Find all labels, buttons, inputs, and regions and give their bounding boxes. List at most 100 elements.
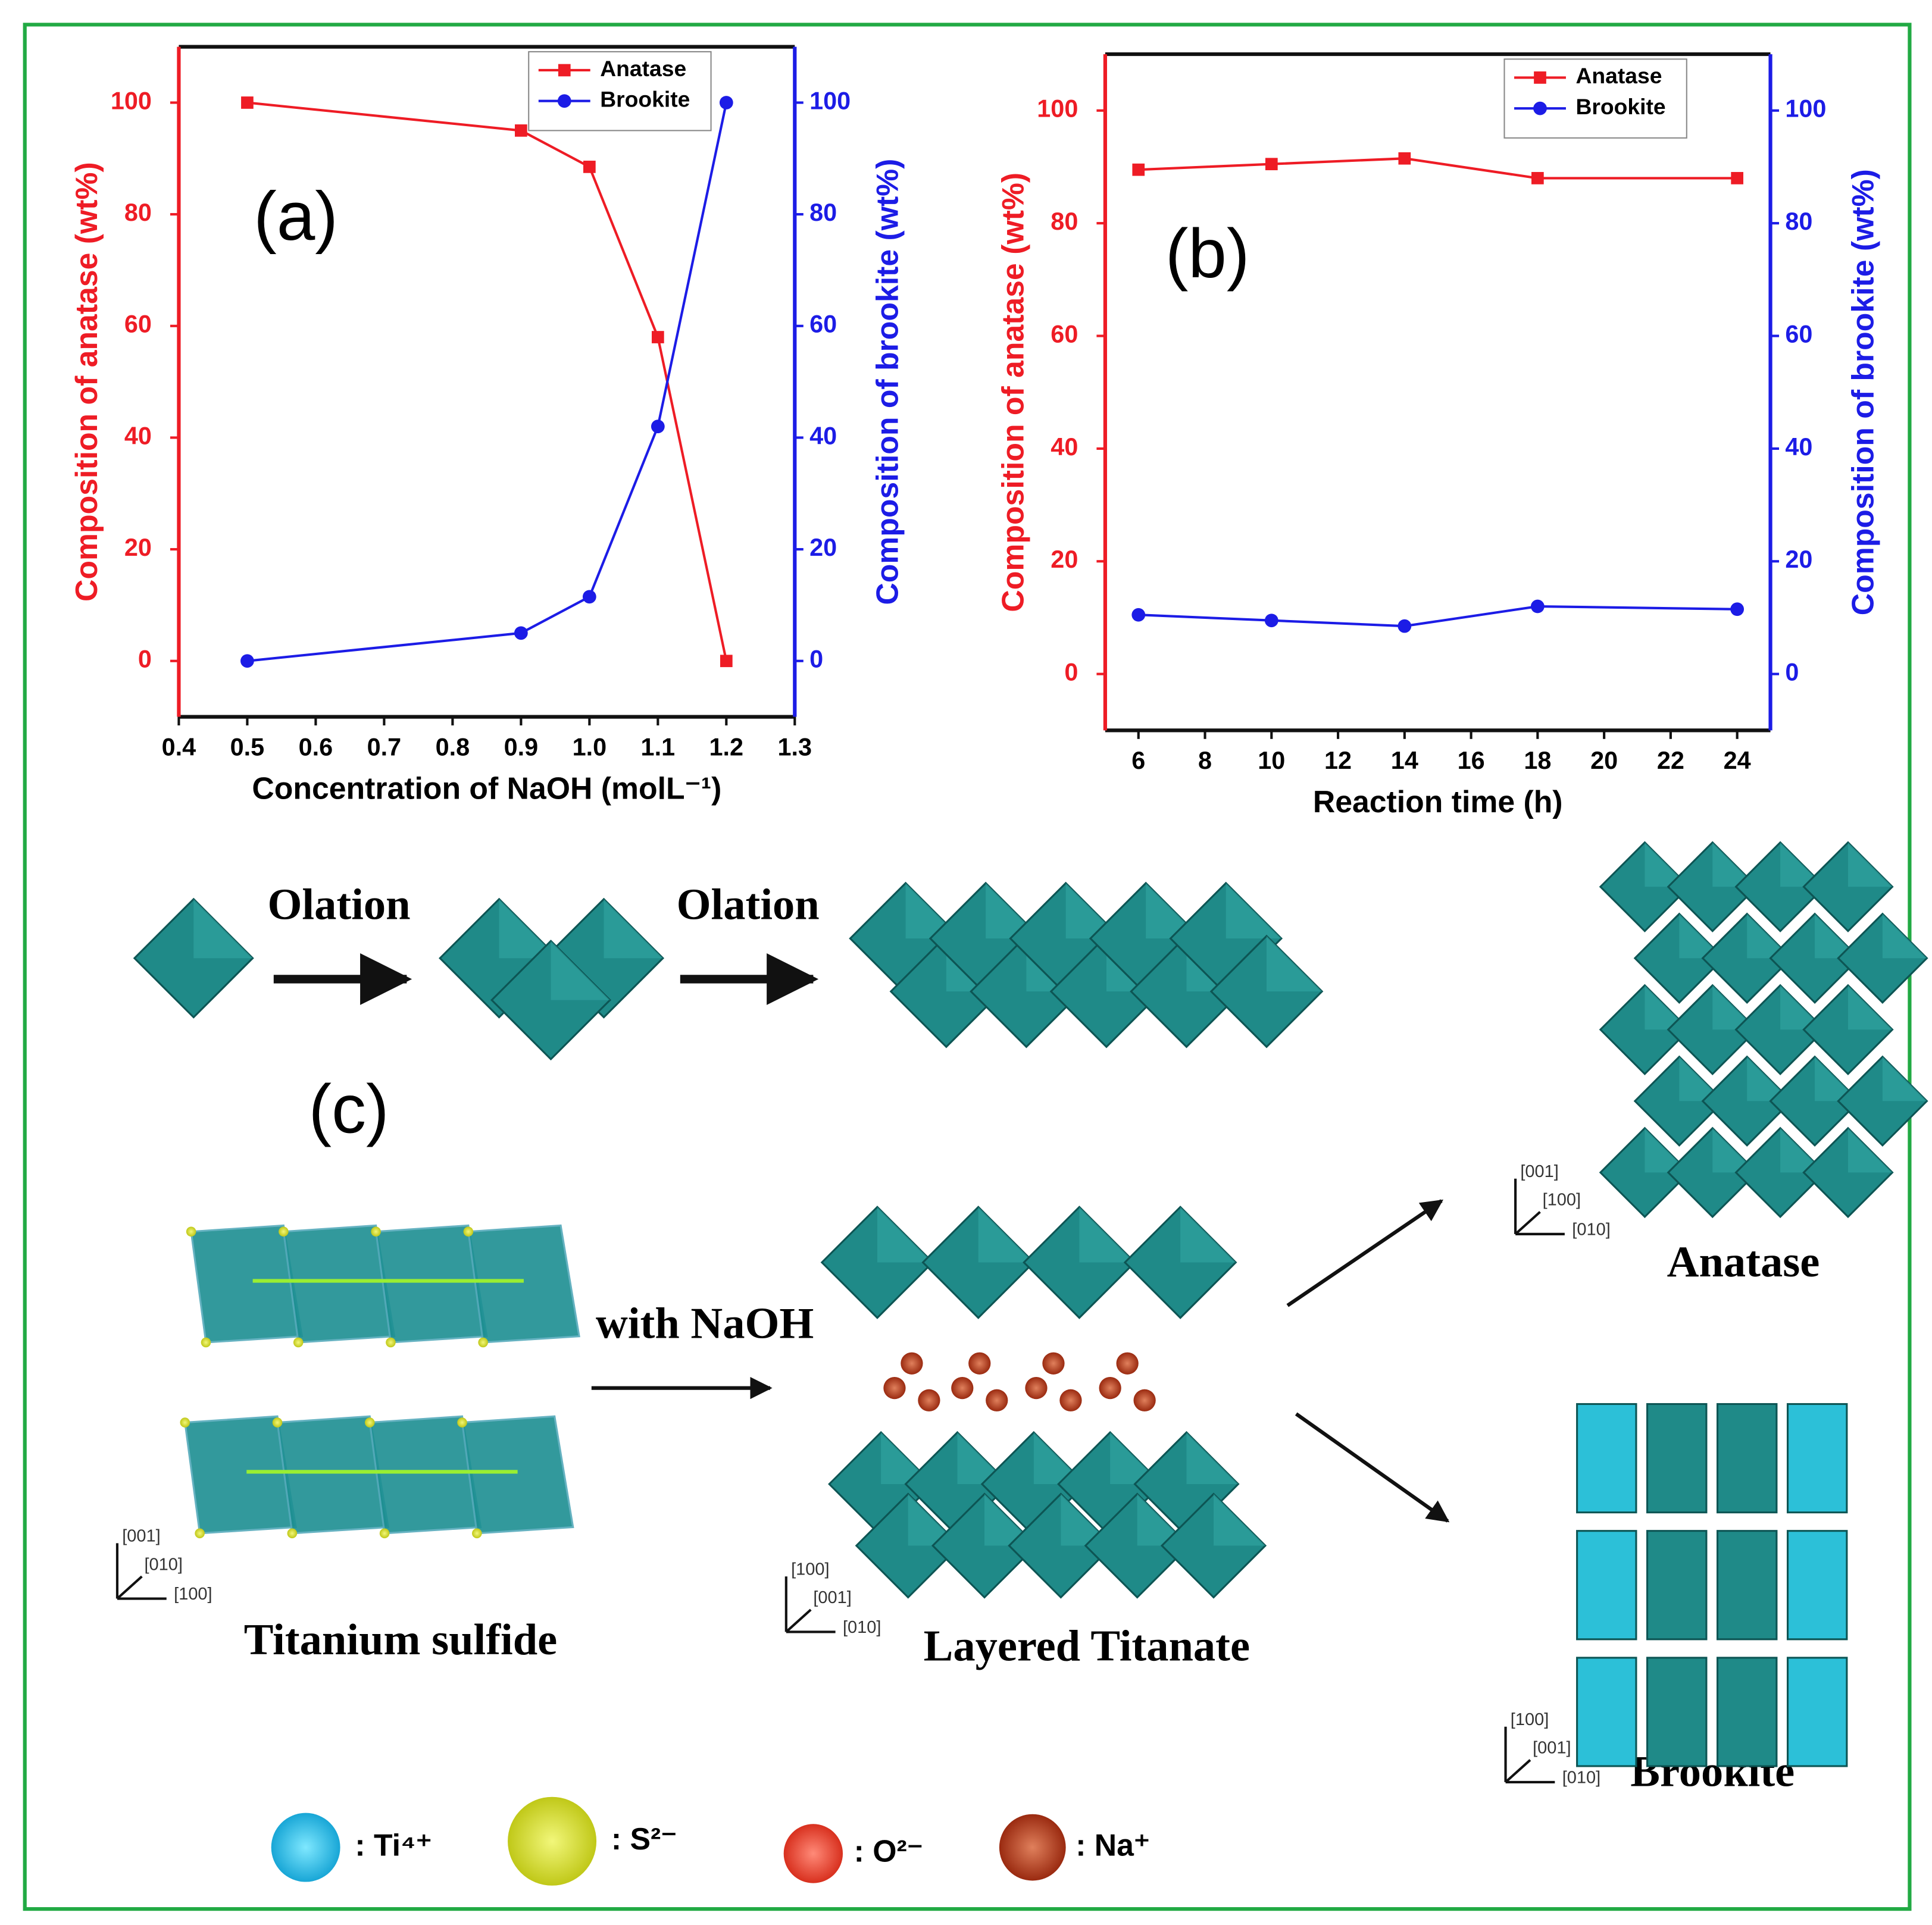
legend-ti	[271, 1813, 340, 1882]
chart: 0.4 0.5 0.6 0.7 0.8 0.9 1.0 1.1 1.2 1.3 0 20 40 60 80 1…	[69, 45, 904, 805]
legend-marker	[1533, 101, 1547, 115]
y-axis-label: Composition of anatase (wt%)	[995, 173, 1030, 612]
data-point	[651, 331, 664, 343]
y-tick-label: 100	[111, 87, 152, 114]
y-tick-label: 80	[1051, 208, 1078, 235]
brookite-cell	[1786, 1530, 1848, 1641]
x-axis-label: Reaction time (h)	[1313, 784, 1563, 819]
y-tick-label: 20	[1051, 546, 1078, 573]
y2-tick-label: 40	[1785, 433, 1812, 461]
s-ion	[201, 1337, 211, 1348]
x-tick-label: 0.6	[299, 733, 333, 760]
legend-label: Anatase	[1576, 63, 1662, 88]
brookite-cell	[1646, 1530, 1708, 1641]
structure-label: Titanium sulfide	[244, 1616, 557, 1664]
s-ion	[478, 1337, 488, 1348]
axis-triad-label: [001]	[1533, 1739, 1571, 1758]
axis-triad-label: [100]	[791, 1560, 829, 1579]
na-ion	[1116, 1352, 1139, 1375]
legend-text: : Ti⁴⁺	[355, 1827, 432, 1862]
legend-o	[783, 1824, 843, 1883]
data-point	[582, 590, 596, 604]
octahedron-face	[978, 1207, 1034, 1263]
data-point	[1730, 602, 1745, 616]
axis-triad	[115, 1543, 167, 1600]
legend-text: : O²⁻	[854, 1834, 923, 1868]
x-tick-label: 1.3	[778, 733, 812, 760]
x-tick-label: 22	[1657, 747, 1684, 774]
structure-label: Anatase	[1667, 1238, 1820, 1287]
data-point	[1398, 619, 1412, 633]
s-ion	[195, 1528, 205, 1539]
octahedron-face	[1180, 1207, 1236, 1263]
y2-tick-label: 100	[1785, 95, 1826, 123]
legend-label: Anatase	[600, 56, 686, 81]
axis-triad-label: [100]	[1511, 1710, 1549, 1729]
data-point	[1531, 172, 1544, 184]
axis-triad-label: [100]	[174, 1585, 212, 1604]
data-point	[720, 655, 733, 668]
panel-label: (b)	[1165, 214, 1250, 292]
y-axis-label: Composition of anatase (wt%)	[69, 162, 104, 602]
octahedron-face	[877, 1207, 933, 1263]
legend-label: Brookite	[1576, 94, 1666, 119]
y2-tick-label: 20	[809, 534, 837, 561]
s-ion	[472, 1528, 482, 1539]
data-point	[1264, 614, 1278, 628]
brookite-cell	[1576, 1530, 1637, 1641]
x-tick-label: 1.0	[573, 733, 607, 760]
octahedron-face	[1186, 1432, 1239, 1485]
x-tick-label: 14	[1391, 747, 1418, 774]
y-tick-label: 80	[124, 199, 152, 226]
y-tick-label: 60	[124, 311, 152, 338]
na-ion	[1025, 1376, 1048, 1400]
brookite-cell	[1646, 1657, 1708, 1767]
step-label: Olation	[677, 881, 820, 929]
y2-tick-label: 0	[809, 646, 823, 673]
brookite-cell	[1576, 1403, 1637, 1514]
na-ion	[968, 1352, 991, 1375]
s-ion	[279, 1226, 289, 1237]
data-point	[1265, 158, 1278, 171]
sulfide-layer	[467, 1224, 580, 1344]
s-ion	[364, 1417, 375, 1428]
na-ion	[1042, 1352, 1065, 1375]
x-tick-label: 1.1	[641, 733, 676, 760]
axis-triad-label: [001]	[1520, 1162, 1558, 1181]
s-ion	[180, 1417, 190, 1428]
arrow	[1295, 1412, 1450, 1523]
panel-label: (c)	[308, 1071, 389, 1148]
axis-triad	[1514, 1178, 1565, 1235]
axis-triad-label: [001]	[813, 1588, 851, 1607]
legend-s	[508, 1796, 597, 1886]
y2-axis-label: Composition of brookite (wt%)	[1846, 169, 1880, 615]
legend-marker	[558, 64, 571, 77]
octahedron-face	[1847, 842, 1893, 887]
data-point	[241, 96, 254, 109]
step-label: Olation	[267, 881, 410, 929]
na-ion	[1099, 1376, 1121, 1400]
axis-triad-label: [001]	[122, 1527, 160, 1546]
y-tick-label: 0	[138, 646, 152, 673]
y2-tick-label: 60	[809, 311, 837, 338]
data-point	[240, 654, 254, 668]
y-tick-label: 0	[1064, 659, 1078, 686]
y2-tick-label: 20	[1785, 546, 1812, 573]
data-point	[1398, 152, 1411, 165]
legend-text: : S²⁻	[611, 1821, 677, 1856]
x-tick-label: 1.2	[709, 733, 744, 760]
legend-marker	[1534, 71, 1546, 84]
octahedron-face	[1226, 883, 1281, 939]
brookite-cell	[1716, 1657, 1778, 1767]
x-tick-label: 0.5	[230, 733, 265, 760]
brookite-cell	[1576, 1657, 1637, 1767]
axis-triad-label: [010]	[843, 1618, 881, 1637]
axis-triad-label: [010]	[1562, 1768, 1600, 1787]
octahedron-face	[193, 899, 253, 959]
x-tick-label: 10	[1258, 747, 1285, 774]
arrow	[1286, 1199, 1443, 1307]
diagram: (c) Olation Olation with NaOH Titanium s…	[115, 841, 1928, 1886]
brookite-cell	[1716, 1403, 1778, 1514]
data-point	[514, 626, 528, 640]
s-ion	[371, 1226, 381, 1237]
